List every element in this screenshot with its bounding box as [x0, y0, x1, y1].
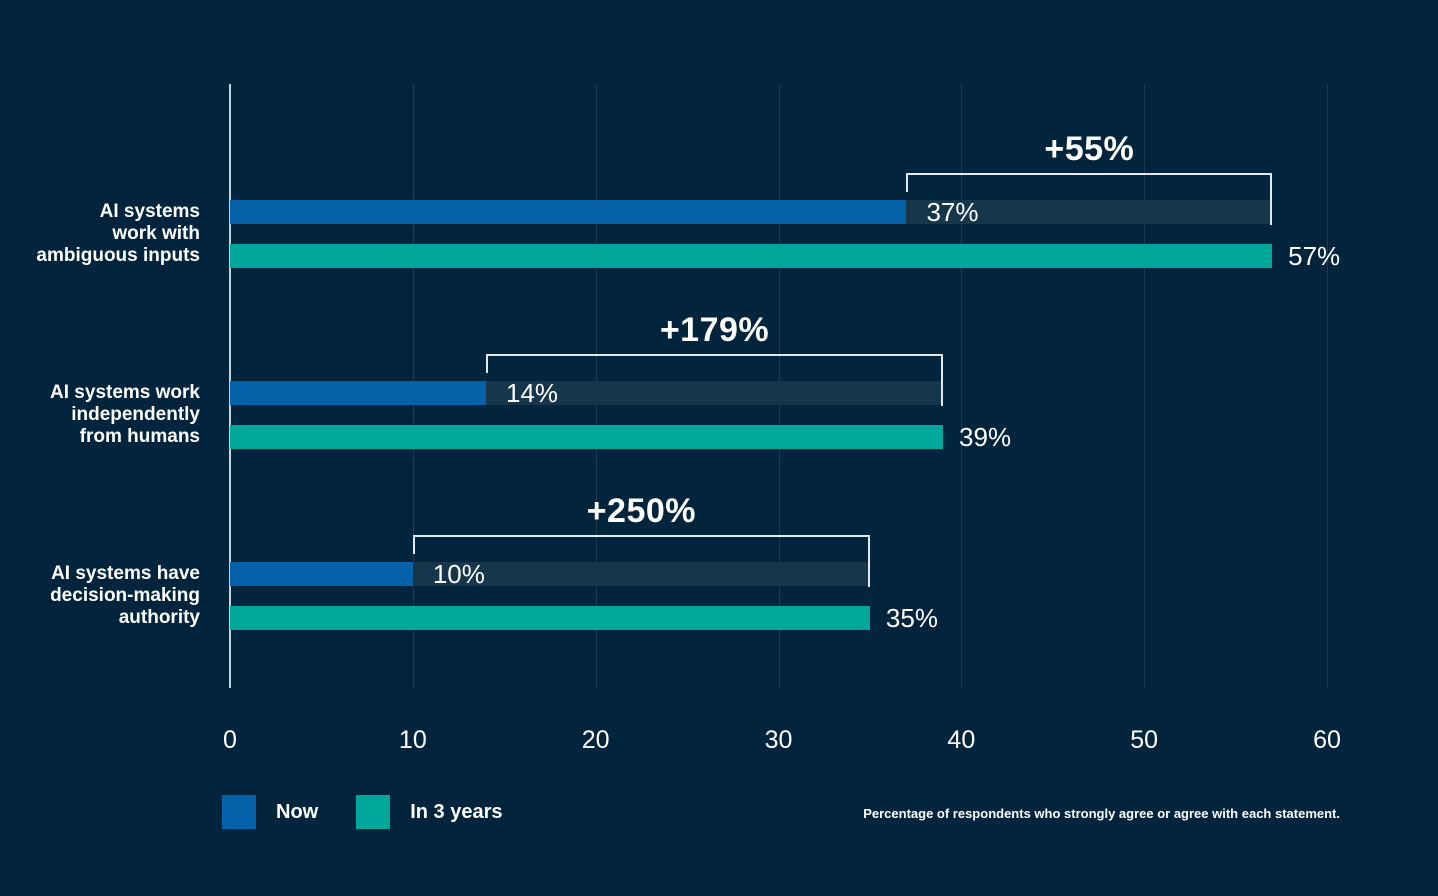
- value-label-future: 57%: [1288, 241, 1341, 271]
- x-tick-label-60: 60: [1313, 726, 1341, 754]
- legend: Now In 3 years: [222, 795, 503, 829]
- bar-now: [230, 562, 413, 586]
- category-label: AI systems work independently from humans: [0, 381, 200, 449]
- legend-swatch-now: [222, 795, 256, 829]
- bar-future: [230, 606, 870, 630]
- footnote: Percentage of respondents who strongly a…: [863, 806, 1340, 821]
- x-tick-label-40: 40: [947, 726, 976, 754]
- delta-bracket: [906, 173, 1273, 225]
- value-label-now: 10%: [432, 559, 485, 589]
- x-tick-label-10: 10: [398, 726, 427, 754]
- legend-label-now: Now: [276, 800, 319, 823]
- gridline-60: [1327, 84, 1328, 688]
- change-label: +250%: [586, 492, 697, 530]
- delta-bracket: [412, 535, 870, 587]
- category-label-line: from humans: [79, 426, 200, 447]
- bracket-left-tick: [412, 536, 415, 554]
- bar-future: [230, 244, 1273, 268]
- bracket-right-tick: [1270, 174, 1273, 225]
- gridline-50: [1144, 84, 1146, 688]
- delta-range-bar: [906, 200, 1273, 224]
- value-label-now: 14%: [505, 378, 558, 408]
- x-tick-label-20: 20: [581, 726, 610, 754]
- category-label-line: AI systems work: [50, 382, 200, 403]
- delta-range-bar: [412, 562, 870, 586]
- legend-label-in-3-years: In 3 years: [410, 800, 503, 823]
- bracket-right-tick: [941, 355, 944, 406]
- bracket-left-tick: [906, 174, 909, 192]
- bar-now: [230, 200, 907, 224]
- bracket-left-tick: [485, 355, 488, 373]
- category-label-line: authority: [118, 607, 200, 628]
- x-tick-label-30: 30: [764, 726, 793, 754]
- category-label-line: decision-making: [50, 585, 200, 606]
- category-label: AI systems have decision-making authority: [0, 562, 200, 630]
- category-label-line: work with: [112, 223, 200, 244]
- category-label-line: AI systems: [99, 201, 200, 222]
- bar-future: [230, 425, 944, 449]
- category-label: AI systems work with ambiguous inputs: [0, 200, 200, 268]
- x-tick-label-0: 0: [223, 726, 237, 754]
- category-label-line: AI systems have: [51, 563, 200, 584]
- bar-now: [230, 381, 486, 405]
- gridline-40: [961, 84, 963, 688]
- delta-bracket: [485, 354, 944, 406]
- legend-swatch-in-3-years: [356, 795, 391, 829]
- bracket-right-tick: [867, 536, 870, 587]
- delta-range-bar: [485, 381, 944, 405]
- value-label-future: 39%: [959, 422, 1012, 452]
- category-label-line: ambiguous inputs: [36, 245, 200, 266]
- category-label-line: independently: [71, 404, 200, 425]
- legend-item-in-3-years: In 3 years: [356, 795, 503, 829]
- x-tick-label-50: 50: [1130, 726, 1159, 754]
- legend-item-now: Now: [222, 795, 318, 829]
- change-label: +55%: [1044, 130, 1135, 168]
- value-label-now: 37%: [926, 197, 979, 227]
- change-label: +179%: [659, 311, 770, 349]
- value-label-future: 35%: [885, 603, 938, 633]
